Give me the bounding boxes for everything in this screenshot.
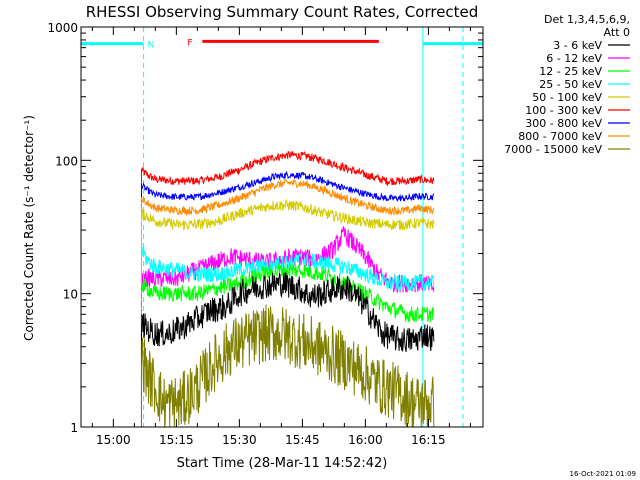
- y-tick-label: 1000: [47, 21, 78, 35]
- series-line-1: [140, 170, 435, 427]
- x-tick-label: 16:00: [348, 433, 383, 447]
- legend-entry-label: 6 - 12 keV: [546, 52, 602, 65]
- legend-entry-label: 25 - 50 keV: [539, 78, 602, 91]
- legend-entry-label: 300 - 800 keV: [525, 117, 602, 130]
- chart-title: RHESSI Observing Summary Count Rates, Co…: [86, 3, 479, 21]
- x-tick-label: 16:15: [411, 433, 446, 447]
- y-tick-label: 1: [70, 421, 78, 435]
- series-line-7: [140, 271, 435, 427]
- y-axis-label: Corrected Count Rate (s⁻¹ detector⁻¹): [22, 115, 36, 341]
- legend-entry-label: 50 - 100 keV: [532, 91, 602, 104]
- footer-timestamp: 16-Oct-2021 01:09: [570, 470, 636, 478]
- night-label: N: [148, 41, 155, 51]
- legend-entry-label: 3 - 6 keV: [553, 39, 602, 52]
- plot-area: N F 15:00 15:15 15:30 15:45 16:00 16:15 1 10 100 10…: [47, 21, 484, 447]
- y-tick-label: 10: [63, 288, 78, 302]
- legend-entry-label: 12 - 25 keV: [539, 65, 602, 78]
- plot-frame: [80, 26, 484, 428]
- y-tick-label: 100: [55, 154, 78, 168]
- legend-header: Det 1,3,4,5,6,9,: [544, 13, 630, 26]
- legend-entry-label: 7000 - 15000 keV: [504, 143, 602, 156]
- x-tick-label: 15:00: [96, 433, 131, 447]
- series-line-6: [140, 262, 434, 427]
- series-line-0: [140, 150, 435, 427]
- series-line-3: [140, 198, 435, 427]
- series-line-4: [140, 225, 435, 427]
- legend-entry-label: 800 - 7000 keV: [518, 130, 602, 143]
- x-tick-label: 15:45: [285, 433, 320, 447]
- legend-header: Att 0: [604, 26, 630, 39]
- series-line-2: [140, 178, 435, 427]
- series-line-8: [140, 304, 435, 427]
- x-tick-label: 15:15: [159, 433, 194, 447]
- x-axis-label: Start Time (28-Mar-11 14:52:42): [177, 456, 388, 471]
- x-tick-label: 15:30: [222, 433, 257, 447]
- series-line-5: [140, 242, 435, 427]
- flare-label: F: [187, 38, 192, 48]
- legend-entry-label: 100 - 300 keV: [525, 104, 602, 117]
